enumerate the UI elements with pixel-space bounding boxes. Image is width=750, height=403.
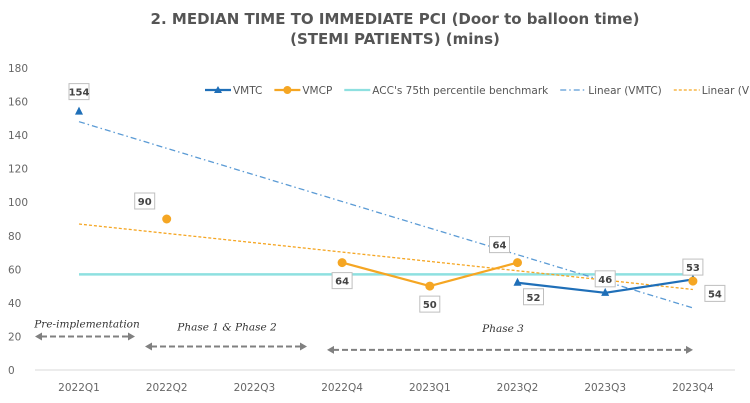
phase-label-phase-1-2: Phase 1 & Phase 2 bbox=[176, 322, 277, 334]
y-tick-label: 160 bbox=[8, 97, 28, 109]
phase-label-phase-3: Phase 3 bbox=[481, 323, 524, 335]
data-point-vmcp bbox=[162, 214, 172, 224]
data-label: 53 bbox=[686, 263, 700, 274]
x-tick-label: 2023Q1 bbox=[409, 382, 451, 394]
data-label: 50 bbox=[423, 300, 437, 311]
data-point-vmcp bbox=[425, 281, 435, 291]
trendline-vmcp bbox=[78, 223, 693, 291]
arrow-right-icon bbox=[300, 342, 307, 351]
x-tick-label: 2022Q2 bbox=[146, 382, 188, 394]
y-tick-label: 20 bbox=[8, 331, 21, 343]
data-label-box bbox=[134, 192, 156, 210]
y-tick-label: 0 bbox=[8, 365, 15, 377]
data-label: 154 bbox=[69, 88, 90, 99]
series-line-vmcp bbox=[341, 261, 431, 288]
data-label-box bbox=[331, 272, 353, 290]
data-point-vmcp bbox=[337, 258, 347, 268]
data-label-box bbox=[682, 258, 704, 276]
data-label-box bbox=[594, 270, 616, 288]
arrow-left-icon bbox=[35, 332, 42, 341]
arrow-right-icon bbox=[128, 332, 135, 341]
arrow-left-icon bbox=[145, 342, 152, 351]
data-label: 46 bbox=[598, 275, 612, 286]
y-tick-label: 100 bbox=[8, 197, 28, 209]
legend-label-vmtc: VMTC bbox=[233, 85, 262, 97]
legend-marker-vmcp bbox=[283, 86, 292, 94]
x-tick-label: 2023Q4 bbox=[672, 382, 714, 394]
x-tick-label: 2022Q3 bbox=[234, 382, 276, 394]
data-point-vmtc bbox=[513, 277, 522, 286]
y-tick-label: 120 bbox=[8, 164, 28, 176]
data-label-box bbox=[704, 284, 726, 302]
series-line-vmtc bbox=[605, 278, 694, 294]
arrow-right-icon bbox=[686, 345, 693, 354]
x-tick-label: 2022Q1 bbox=[58, 382, 100, 394]
data-label: 54 bbox=[708, 289, 722, 300]
data-point-vmtc bbox=[75, 106, 83, 115]
data-label-box bbox=[523, 288, 544, 306]
y-tick-label: 180 bbox=[8, 63, 28, 75]
data-label: 64 bbox=[493, 241, 507, 252]
legend-marker-vmtc bbox=[214, 86, 222, 93]
data-label: 64 bbox=[335, 277, 349, 288]
y-tick-label: 40 bbox=[8, 298, 21, 310]
data-label-box bbox=[68, 83, 90, 101]
x-tick-label: 2023Q3 bbox=[584, 382, 626, 394]
data-label-box bbox=[419, 295, 441, 313]
y-tick-label: 140 bbox=[8, 130, 28, 142]
data-label: 90 bbox=[138, 197, 152, 208]
data-point-vmtc bbox=[601, 287, 610, 296]
x-tick-label: 2023Q2 bbox=[497, 382, 539, 394]
arrow-left-icon bbox=[327, 345, 334, 354]
chart-title: 2. MEDIAN TIME TO IMMEDIATE PCI (Door to… bbox=[151, 10, 640, 28]
chart-title: (STEMI PATIENTS) (mins) bbox=[290, 30, 500, 48]
series-line-vmtc bbox=[517, 281, 606, 294]
phase-label-pre-implementation: Pre-implementation bbox=[33, 318, 140, 330]
series-line-vmcp bbox=[429, 261, 518, 288]
legend-label-linear-vmcp: Linear (VMCP) bbox=[702, 85, 750, 97]
data-point-vmcp bbox=[513, 258, 522, 268]
legend-label-vmcp: VMCP bbox=[302, 85, 332, 97]
y-tick-label: 80 bbox=[8, 231, 21, 243]
data-label-box bbox=[489, 236, 510, 254]
data-point-vmcp bbox=[688, 276, 698, 286]
legend-label-benchmark: ACC's 75th percentile benchmark bbox=[372, 85, 549, 97]
y-tick-label: 60 bbox=[8, 264, 21, 276]
legend-label-linear-vmtc: Linear (VMTC) bbox=[588, 85, 662, 97]
x-tick-label: 2022Q4 bbox=[321, 382, 363, 394]
trendline-vmtc bbox=[78, 121, 694, 309]
data-label: 52 bbox=[527, 293, 541, 304]
